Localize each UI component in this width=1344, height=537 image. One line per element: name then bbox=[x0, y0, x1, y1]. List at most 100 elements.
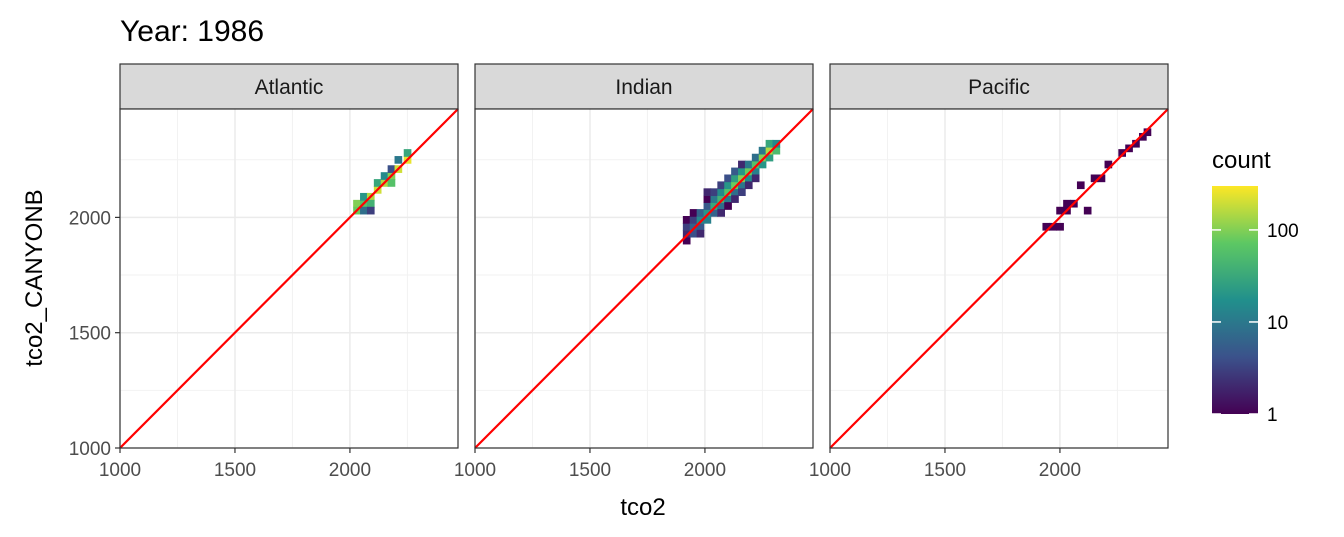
heatmap-cell bbox=[710, 188, 719, 197]
heatmap-cell bbox=[696, 229, 705, 238]
heatmap-cell bbox=[1097, 174, 1106, 183]
heatmap-cell bbox=[1143, 128, 1152, 137]
y-axis: 1000 1500 2000 bbox=[69, 208, 120, 460]
heatmap-cell bbox=[717, 209, 726, 217]
heatmap-cell bbox=[717, 188, 726, 197]
heatmap-cell bbox=[1104, 160, 1113, 169]
heatmap-cell bbox=[724, 195, 732, 203]
heatmap-cell bbox=[387, 165, 396, 173]
x-tick-label: 1000 bbox=[809, 460, 851, 481]
heatmap-cell bbox=[758, 146, 767, 155]
panel-border-indian bbox=[474, 108, 814, 449]
heatmap-cell bbox=[772, 146, 781, 155]
heatmap-cell bbox=[703, 209, 712, 217]
heatmap-cell bbox=[1118, 149, 1126, 157]
facet-strip-atlantic bbox=[119, 63, 459, 110]
heatmap-cell bbox=[682, 236, 691, 245]
heatmap-cell bbox=[758, 153, 767, 162]
heatmap-cell bbox=[689, 209, 698, 217]
chart-title: Year: 1986 bbox=[120, 15, 264, 48]
heatmap-cell bbox=[710, 195, 719, 203]
legend-tick-label: 1 bbox=[1267, 405, 1278, 426]
heatmap-cell bbox=[731, 174, 739, 183]
heatmap-cell bbox=[744, 167, 753, 176]
heatmap-cell bbox=[744, 174, 753, 183]
x-tick-label: 1500 bbox=[924, 460, 966, 481]
heatmap-cell bbox=[772, 139, 781, 148]
heatmap-cell bbox=[765, 153, 774, 162]
heatmap-cell bbox=[1063, 199, 1071, 208]
panel-border-pacific bbox=[829, 108, 1169, 449]
count-legend: count 1 10 100 bbox=[1212, 147, 1299, 426]
x-tick-label: 1000 bbox=[99, 460, 141, 481]
heatmap-cell bbox=[703, 216, 712, 224]
panel-pacific: Pacific 1000 1500 2000 bbox=[809, 63, 1169, 481]
heatmap-cell bbox=[1056, 222, 1064, 231]
y-tick-label: 1500 bbox=[69, 324, 111, 345]
heatmap-cell bbox=[682, 216, 691, 224]
heatmap-cell bbox=[1049, 222, 1058, 231]
heatmap-cell bbox=[394, 156, 403, 164]
facet-label-pacific: Pacific bbox=[968, 76, 1030, 99]
heatmap-cell bbox=[731, 188, 739, 197]
heatmap-cell bbox=[703, 195, 712, 203]
heatmap-cell bbox=[682, 222, 691, 231]
heatmap-cell bbox=[689, 216, 698, 224]
heatmap-cell bbox=[717, 181, 726, 190]
heatmap-cell bbox=[1132, 139, 1140, 148]
heatmap-cell bbox=[1083, 206, 1092, 215]
heatmap-cell bbox=[360, 192, 368, 201]
heatmap-cell bbox=[765, 146, 774, 155]
legend-ticks: 1 10 100 bbox=[1212, 221, 1299, 426]
heatmap-cell bbox=[703, 202, 712, 210]
facet-label-atlantic: Atlantic bbox=[255, 76, 324, 99]
panel-border-atlantic bbox=[119, 108, 459, 449]
heatmap-cell bbox=[738, 174, 746, 183]
heatmap-cell bbox=[751, 160, 760, 169]
heatmap-cell bbox=[682, 229, 691, 238]
heatmap-cell bbox=[744, 181, 753, 190]
heatmap-cell bbox=[724, 202, 732, 210]
heatmap-cell bbox=[366, 206, 375, 215]
heatmap-cell bbox=[710, 209, 719, 217]
reference-line-pacific bbox=[829, 108, 1169, 449]
heatmap-cell bbox=[710, 202, 719, 210]
reference-line-atlantic bbox=[119, 108, 459, 449]
x-tick-label: 2000 bbox=[1039, 460, 1081, 481]
heatmap-cell bbox=[696, 209, 705, 217]
heatmap-cell bbox=[751, 153, 760, 162]
heatmap-cell bbox=[689, 229, 698, 238]
heatmap-cell bbox=[1056, 206, 1064, 215]
x-tick-label: 1000 bbox=[454, 460, 496, 481]
heatmap-cell bbox=[744, 160, 753, 169]
facet-strip-pacific bbox=[829, 63, 1169, 110]
x-tick-label: 2000 bbox=[684, 460, 726, 481]
reference-line-indian bbox=[474, 108, 814, 449]
legend-tick-label: 10 bbox=[1267, 313, 1288, 334]
x-tick-label: 1500 bbox=[569, 460, 611, 481]
heatmap-cell bbox=[360, 206, 368, 215]
heatmap-cell bbox=[717, 195, 726, 203]
legend-tick-label: 100 bbox=[1267, 221, 1299, 242]
heatmap-cell bbox=[387, 179, 396, 187]
heatmap-cell bbox=[724, 181, 732, 190]
heatmap-cell bbox=[1090, 174, 1099, 183]
heatmap-cell bbox=[373, 179, 382, 187]
heatmap-cell bbox=[731, 195, 739, 203]
heatmap-cell bbox=[738, 167, 746, 176]
heatmap-cell bbox=[738, 181, 746, 190]
heatmap-cell bbox=[758, 160, 767, 169]
heatmap-cell bbox=[717, 202, 726, 210]
heatmap-cell bbox=[380, 172, 389, 180]
heatmap-cell bbox=[738, 160, 746, 169]
heatmap-cell bbox=[403, 149, 412, 157]
heatmap-cell bbox=[1076, 181, 1085, 190]
x-axis-title: tco2 bbox=[620, 494, 665, 521]
x-tick-label: 2000 bbox=[329, 460, 371, 481]
heatmap-cell bbox=[724, 174, 732, 183]
heatmap-cell bbox=[751, 174, 760, 183]
panel-atlantic: Atlantic 1000 1500 2000 bbox=[99, 63, 459, 481]
legend-title: count bbox=[1212, 147, 1271, 174]
